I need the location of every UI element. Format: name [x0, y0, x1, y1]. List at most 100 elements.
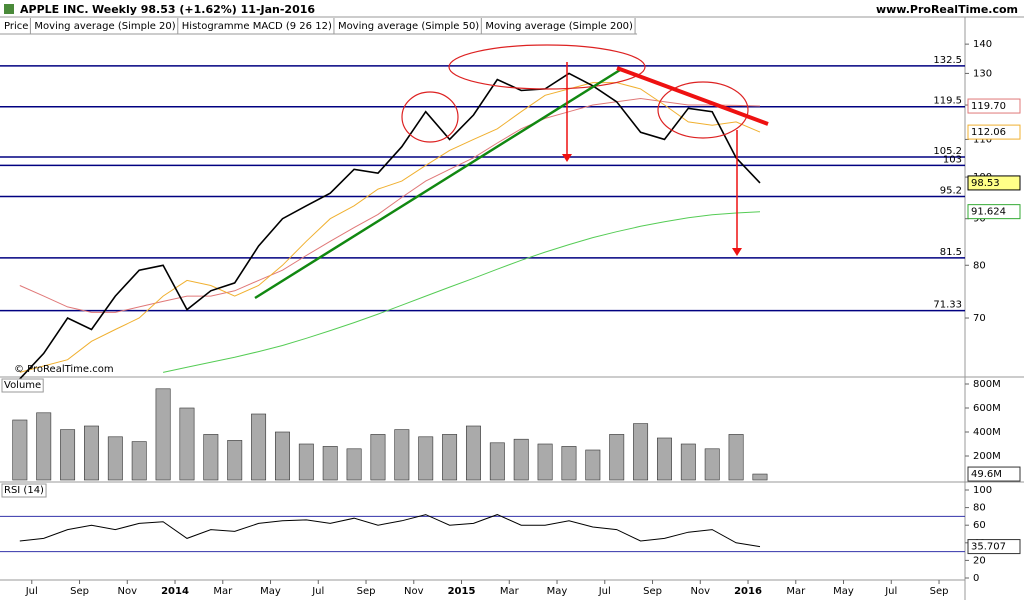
y-tick-label: 200M — [973, 451, 1001, 462]
chart-title: APPLE INC. — [20, 3, 89, 16]
level-label: 105.2 — [933, 146, 962, 157]
x-tick-label: May — [833, 586, 854, 597]
volume-bar — [633, 423, 649, 481]
x-tick-label: Jul — [311, 586, 324, 597]
volume-bar — [179, 407, 195, 481]
x-tick-label: 2015 — [448, 586, 476, 597]
annotations — [254, 44, 769, 300]
y-tick-label: 70 — [973, 313, 986, 324]
volume-bar — [60, 429, 76, 481]
rsi-line — [19, 514, 761, 548]
value-marker — [967, 539, 1021, 555]
y-tick-label: 600M — [973, 403, 1001, 414]
x-tick-label: Mar — [213, 586, 233, 597]
y-tick-label: 80 — [973, 503, 986, 514]
volume-bar — [489, 442, 505, 481]
chart-subtitle: Weekly 98.53 (+1.62%) 11-Jan-2016 — [92, 3, 315, 16]
x-tick-label: Jul — [25, 586, 38, 597]
x-tick-label: Sep — [643, 586, 662, 597]
volume-bar — [36, 412, 52, 481]
x-tick-label: 2016 — [734, 586, 762, 597]
level-label: 71.33 — [933, 300, 962, 311]
volume-bar — [298, 443, 314, 481]
volume-bar — [394, 429, 410, 481]
volume-bar — [107, 436, 123, 481]
value-marker-label: 49.6M — [971, 469, 1002, 480]
x-tick-label: 2014 — [161, 586, 189, 597]
arrow-head — [562, 154, 572, 162]
watermark: © ProRealTime.com — [14, 364, 114, 375]
level-label: 81.5 — [940, 247, 962, 258]
y-tick-label: 80 — [973, 260, 986, 271]
level-label: 132.5 — [933, 55, 962, 66]
y-tick-label: 110 — [973, 134, 992, 145]
volume-bar — [251, 413, 267, 481]
value-marker-label: 119.70 — [971, 101, 1006, 112]
panel-title: RSI (14) — [4, 485, 44, 496]
volume-bar — [752, 473, 768, 481]
legend-entry: Moving average (Simple 50) — [338, 21, 479, 32]
moving-average-line — [162, 211, 761, 373]
panel-title-box — [1, 378, 44, 393]
y-tick-label: 0 — [973, 573, 979, 584]
x-tick-label: Jul — [884, 586, 897, 597]
volume-bar — [131, 441, 147, 481]
panel-title-box — [1, 483, 47, 498]
arrow-head — [732, 248, 742, 256]
site: www.ProRealTime.com — [876, 3, 1018, 16]
legend-entry: Moving average (Simple 20) — [34, 21, 175, 32]
x-tick-label: Nov — [118, 586, 138, 597]
y-tick-label: 400M — [973, 427, 1001, 438]
volume-bar — [203, 434, 219, 481]
logo — [4, 4, 14, 14]
annotation-ellipse — [657, 81, 749, 139]
value-marker — [967, 124, 1021, 140]
volume-bar — [513, 438, 529, 481]
y-tick-label: 800M — [973, 379, 1001, 390]
x-tick-label: May — [260, 586, 281, 597]
trend-line — [254, 68, 621, 300]
level-label: 103 — [943, 154, 962, 165]
volume-bar — [656, 437, 672, 481]
x-tick-label: Mar — [786, 586, 806, 597]
volume-bar — [12, 419, 28, 481]
volume-bar — [609, 434, 625, 481]
volume-bar — [418, 436, 434, 481]
volume-bar — [274, 431, 290, 481]
value-marker — [967, 204, 1021, 220]
volume-bar — [585, 449, 601, 481]
x-tick-label: Nov — [404, 586, 424, 597]
volume-bar — [84, 425, 99, 481]
volume-bar — [227, 440, 243, 481]
moving-average-line — [19, 82, 761, 373]
x-tick-label: Sep — [357, 586, 376, 597]
value-marker — [967, 466, 1021, 482]
trend-line — [616, 66, 769, 126]
y-tick-label: 90 — [973, 214, 986, 225]
y-tick-label: 60 — [973, 520, 986, 531]
value-marker-label: 91.624 — [971, 207, 1006, 218]
volume-bar — [346, 448, 362, 481]
moving-average-line — [19, 97, 761, 313]
volume-bar — [561, 446, 577, 481]
value-marker-label: 98.53 — [971, 178, 1000, 189]
volume-bar — [370, 434, 386, 481]
x-tick-label: Sep — [930, 586, 949, 597]
legend-entry: Price — [4, 21, 28, 32]
level-label: 95.2 — [940, 186, 962, 197]
legend-entry: Moving average (Simple 200) — [485, 21, 633, 32]
panel-title: Volume — [4, 380, 41, 391]
x-tick-label: Mar — [500, 586, 520, 597]
y-tick-label: 100 — [973, 485, 992, 496]
volume-bar — [728, 434, 744, 481]
volume-bar — [680, 443, 696, 481]
price-line — [19, 72, 761, 380]
x-tick-label: Sep — [70, 586, 89, 597]
volume-bar — [465, 425, 481, 481]
y-tick-label: 20 — [973, 555, 986, 566]
level-label: 119.5 — [933, 96, 962, 107]
y-tick-label: 140 — [973, 39, 992, 50]
volume-bar — [322, 446, 338, 481]
